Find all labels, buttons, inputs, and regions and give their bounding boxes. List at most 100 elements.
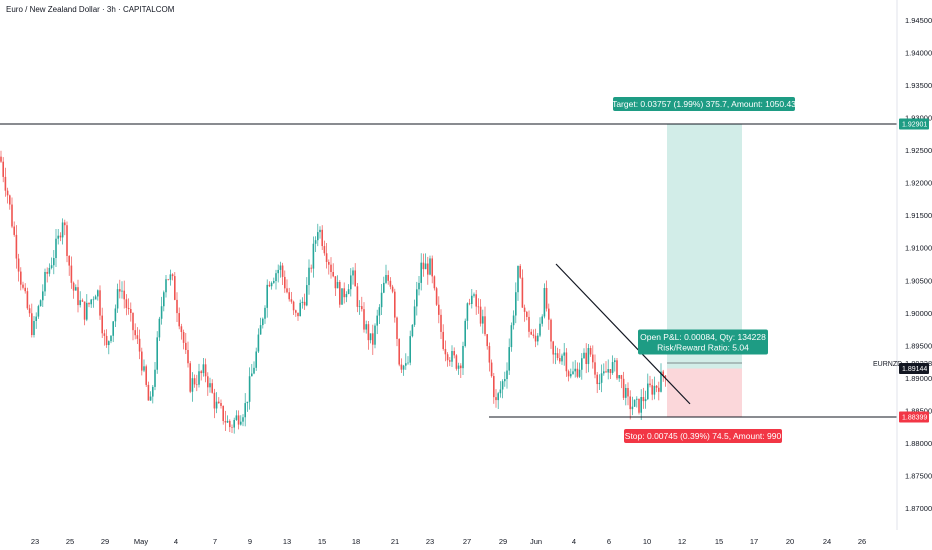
candle-54 bbox=[119, 279, 121, 299]
candle-271 bbox=[596, 371, 598, 394]
candle-62 bbox=[136, 327, 139, 345]
time-axis[interactable]: 23 25 29 May 4 7 9 13 15 18 21 23 27 29 Jun 4 6 10 12 15 17 2… bbox=[31, 537, 866, 546]
candle-108 bbox=[237, 410, 240, 430]
candle-28 bbox=[61, 218, 64, 245]
candle-8 bbox=[17, 253, 20, 282]
candle-64 bbox=[141, 347, 143, 376]
candle-106 bbox=[233, 417, 235, 434]
candle-66 bbox=[145, 364, 147, 388]
price-tick-10: 1.89500 bbox=[905, 341, 932, 350]
candle-94 bbox=[207, 372, 209, 396]
candle-24 bbox=[53, 250, 55, 275]
candle-238 bbox=[523, 304, 526, 322]
price-tick-1: 1.94000 bbox=[905, 49, 932, 58]
time-tick-8: 15 bbox=[318, 537, 326, 546]
candle-92 bbox=[202, 357, 205, 377]
candle-0 bbox=[0, 150, 2, 163]
candle-170 bbox=[374, 323, 376, 349]
candle-77 bbox=[169, 269, 172, 286]
candle-265 bbox=[583, 348, 585, 359]
price-tick-0: 1.94500 bbox=[905, 16, 932, 25]
candle-195 bbox=[429, 255, 431, 276]
candle-281 bbox=[618, 374, 620, 382]
candle-32 bbox=[70, 256, 73, 289]
candle-129 bbox=[284, 270, 286, 293]
time-tick-7: 13 bbox=[283, 537, 291, 546]
target-zone[interactable] bbox=[667, 124, 742, 369]
candle-200 bbox=[440, 309, 442, 339]
candle-261 bbox=[574, 360, 576, 378]
candle-73 bbox=[160, 296, 163, 325]
candle-226 bbox=[497, 391, 499, 410]
candle-104 bbox=[229, 419, 231, 433]
candle-245 bbox=[539, 317, 541, 338]
candle-213 bbox=[468, 298, 471, 306]
candle-105 bbox=[231, 424, 233, 433]
candle-74 bbox=[163, 290, 165, 312]
candle-239 bbox=[526, 310, 528, 321]
price-tick-6: 1.91500 bbox=[905, 211, 932, 220]
candle-216 bbox=[475, 289, 477, 315]
candle-148 bbox=[325, 243, 328, 269]
candle-244 bbox=[537, 333, 539, 346]
price-badge-current: 1.89144 bbox=[899, 362, 929, 374]
candle-162 bbox=[356, 282, 359, 313]
price-tick-7: 1.91000 bbox=[905, 244, 932, 253]
candle-288 bbox=[633, 399, 636, 407]
candle-9 bbox=[20, 267, 22, 291]
candle-297 bbox=[653, 376, 656, 400]
candle-270 bbox=[594, 354, 596, 379]
candle-259 bbox=[570, 368, 572, 379]
candle-6 bbox=[13, 221, 15, 237]
candle-287 bbox=[631, 396, 634, 416]
stop-label-box[interactable]: Stop: 0.00745 (0.39%) 74.5, Amount: 990 bbox=[624, 428, 782, 443]
candle-100 bbox=[220, 399, 222, 409]
price-badge-top: 1.92901 bbox=[899, 118, 929, 130]
candle-151 bbox=[332, 263, 334, 278]
stop-zone[interactable] bbox=[667, 368, 742, 417]
candle-51 bbox=[112, 321, 114, 343]
price-tick-9: 1.90000 bbox=[905, 309, 932, 318]
candle-280 bbox=[616, 358, 618, 380]
candle-219 bbox=[482, 309, 484, 334]
candle-117 bbox=[257, 328, 260, 354]
candle-284 bbox=[625, 384, 627, 406]
candle-268 bbox=[589, 345, 592, 357]
candle-180 bbox=[396, 316, 398, 347]
candle-222 bbox=[488, 342, 491, 372]
candle-132 bbox=[290, 292, 293, 304]
candle-136 bbox=[299, 299, 301, 317]
candle-39 bbox=[86, 294, 88, 322]
candle-204 bbox=[449, 357, 451, 367]
candle-227 bbox=[499, 381, 502, 398]
candle-44 bbox=[97, 289, 99, 301]
candle-35 bbox=[77, 279, 79, 313]
target-label-box[interactable]: Target: 0.03757 (1.99%) 375.7, Amount: 1… bbox=[612, 97, 796, 112]
trendline[interactable] bbox=[555, 263, 691, 405]
candle-192 bbox=[422, 253, 425, 277]
candle-224 bbox=[493, 372, 495, 404]
time-tick-4: 4 bbox=[174, 537, 178, 546]
candle-16 bbox=[35, 312, 37, 329]
time-tick-17: 10 bbox=[643, 537, 651, 546]
price-badge-current-label: 1.89144 bbox=[902, 366, 927, 373]
candle-21 bbox=[46, 267, 48, 283]
pnl-label-box[interactable]: Open P&L: 0.00084, Qty: 134228 Risk/Rewa… bbox=[638, 329, 768, 355]
target-label: Target: 0.03757 (1.99%) 375.7, Amount: 1… bbox=[612, 99, 796, 109]
candle-269 bbox=[592, 345, 594, 369]
candle-205 bbox=[451, 345, 453, 368]
candle-55 bbox=[121, 281, 123, 299]
candle-29 bbox=[64, 219, 66, 236]
candle-292 bbox=[642, 387, 645, 409]
price-axis[interactable]: 1.94500 1.94000 1.93500 1.93000 1.92500 1.920… bbox=[905, 16, 932, 513]
candle-171 bbox=[376, 309, 378, 335]
candle-88 bbox=[193, 374, 196, 388]
candle-76 bbox=[167, 278, 169, 281]
candle-99 bbox=[218, 397, 220, 404]
time-tick-5: 7 bbox=[213, 537, 217, 546]
candle-14 bbox=[31, 303, 33, 338]
candle-13 bbox=[28, 304, 31, 317]
candle-260 bbox=[572, 361, 574, 375]
price-tick-13: 1.88000 bbox=[905, 439, 932, 448]
